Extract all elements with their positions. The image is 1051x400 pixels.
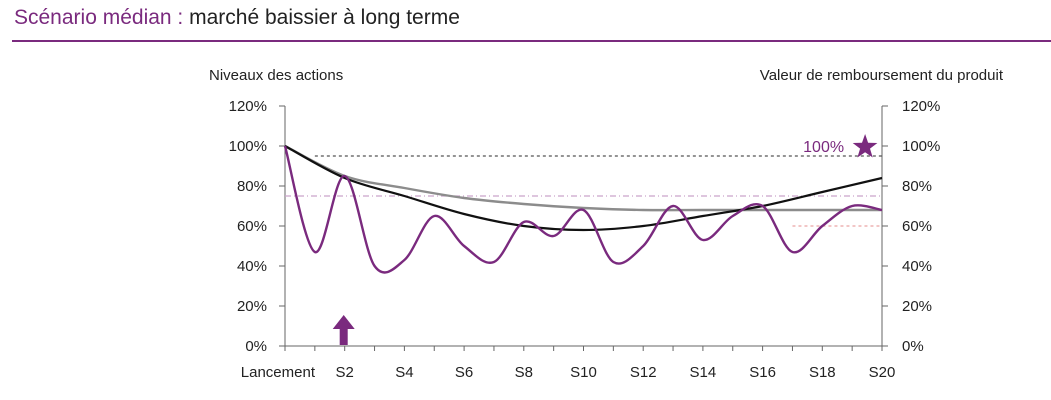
x-tick-label: Lancement: [241, 364, 316, 381]
series-purple-line: [283, 145, 883, 274]
left-y-tick-label: 100%: [229, 138, 267, 155]
left-y-tick-label: 60%: [237, 218, 267, 235]
x-tick-label: S16: [749, 364, 776, 381]
x-tick-label: S20: [869, 364, 896, 381]
right-y-tick-label: 120%: [902, 98, 940, 115]
x-tick-label: S14: [690, 364, 717, 381]
title-separator: :: [171, 6, 190, 29]
series-black-line: [284, 145, 883, 232]
series-gray-line: [284, 144, 882, 212]
left-axis-title: Niveaux des actions: [209, 67, 343, 84]
up-arrow-icon: [332, 315, 355, 345]
right-y-tick-label: 100%: [902, 138, 940, 155]
x-tick-label: S12: [630, 364, 657, 381]
right-y-tick-label: 0%: [902, 338, 924, 355]
left-y-tick-label: 120%: [229, 98, 267, 115]
left-y-tick-label: 40%: [237, 258, 267, 275]
right-y-tick-label: 20%: [902, 298, 932, 315]
left-y-tick-label: 20%: [237, 298, 267, 315]
right-axis-title: Valeur de remboursement du produit: [760, 67, 1004, 84]
right-y-tick-label: 60%: [902, 218, 932, 235]
star-value-label: 100%: [803, 139, 844, 156]
x-tick-label: S8: [515, 364, 533, 381]
title-description: marché baissier à long terme: [189, 6, 460, 29]
right-y-tick-label: 80%: [902, 178, 932, 195]
left-y-tick-label: 80%: [237, 178, 267, 195]
header-rule: [12, 40, 1051, 42]
right-y-tick-label: 40%: [902, 258, 932, 275]
star-icon: [852, 134, 878, 158]
x-tick-label: S4: [395, 364, 413, 381]
header: Scénario médian : marché baissier à long…: [0, 0, 1051, 44]
title-scenario: Scénario médian: [14, 6, 172, 29]
left-y-tick-label: 0%: [245, 338, 267, 355]
x-tick-label: S6: [455, 364, 473, 381]
page-title: Scénario médian : marché baissier à long…: [14, 6, 460, 30]
x-tick-label: S2: [336, 364, 354, 381]
x-tick-label: S18: [809, 364, 836, 381]
x-tick-label: S10: [570, 364, 597, 381]
